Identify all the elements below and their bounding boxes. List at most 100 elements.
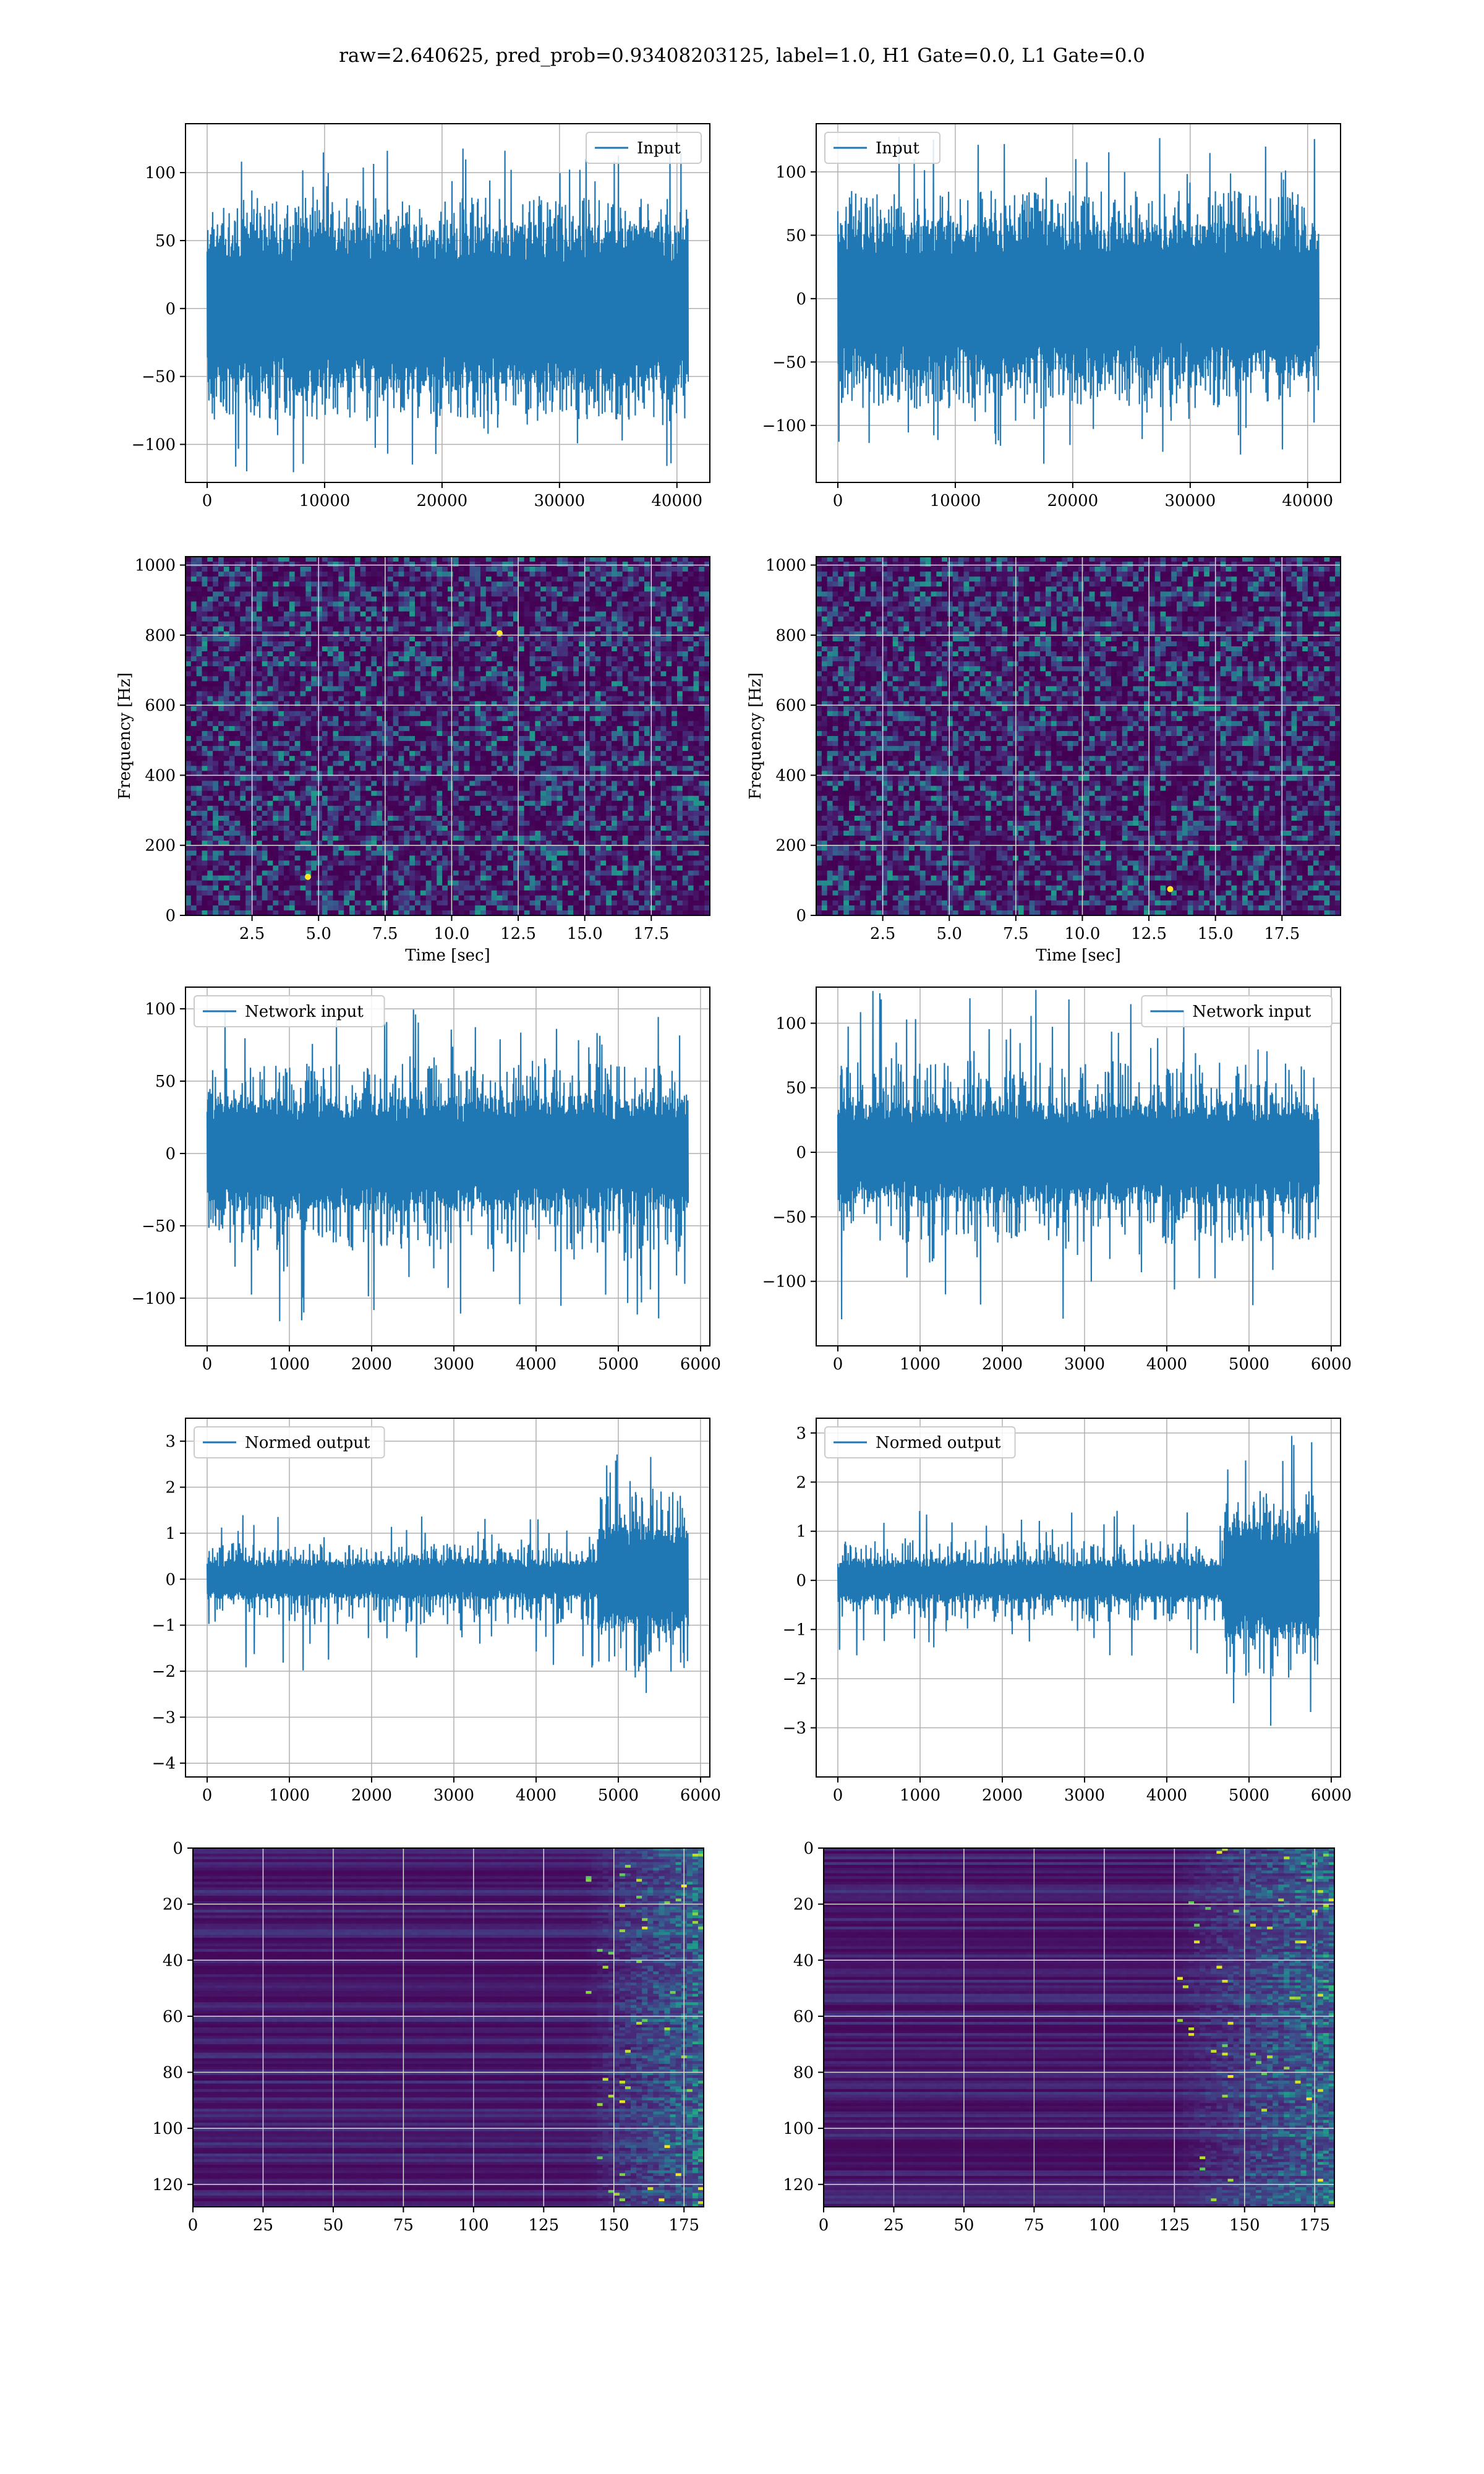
x-tick-label: 5000	[598, 1786, 639, 1805]
x-tick-label: 0	[188, 2216, 198, 2235]
legend-label: Normed output	[876, 1434, 1001, 1452]
y-tick-label: 40	[163, 1951, 183, 1970]
y-tick-label: 1000	[135, 557, 176, 575]
x-tick-label: 17.5	[1264, 925, 1300, 943]
x-tick-label: 125	[1159, 2216, 1190, 2235]
x-tick-label: 5000	[598, 1355, 639, 1374]
x-tick-label: 15.0	[1198, 925, 1234, 943]
y-tick-label: 80	[793, 2064, 814, 2082]
x-tick-label: 10.0	[434, 925, 470, 943]
y-tick-label: 400	[145, 766, 176, 785]
x-tick-label: 0	[819, 2216, 829, 2235]
y-tick-label: 0	[165, 1570, 176, 1589]
y-tick-label: 100	[783, 2120, 814, 2138]
x-tick-label: 4000	[516, 1355, 556, 1374]
legend-label: Normed output	[245, 1434, 370, 1452]
y-tick-label: 50	[155, 232, 176, 250]
y-tick-label: 50	[786, 226, 806, 245]
series-line	[207, 148, 688, 473]
x-tick-label: 5000	[1229, 1786, 1269, 1805]
x-tick-label: 3000	[1064, 1786, 1105, 1805]
panel-l1-normed-output: 0 1000 2000 3000 4000 5000 6000−3−2−10123Norme…	[783, 1418, 1352, 1805]
y-tick-label: −50	[142, 368, 176, 387]
legend: Normed output	[194, 1427, 385, 1458]
x-tick-label: 2.5	[870, 925, 895, 943]
y-tick-label: 3	[796, 1424, 806, 1443]
y-tick-label: 80	[163, 2064, 183, 2082]
y-tick-label: 2	[796, 1473, 806, 1492]
legend: Network input	[1141, 996, 1332, 1027]
x-tick-label: 75	[393, 2216, 414, 2235]
legend-label: Input	[876, 139, 919, 158]
panel-l1-network-input: 0 1000 2000 3000 4000 5000 6000−100−50050100Ne…	[762, 987, 1352, 1374]
series-line	[207, 1455, 688, 1693]
y-tick-label: 100	[145, 1000, 176, 1019]
y-tick-label: 40	[793, 1951, 814, 1970]
y-tick-label: −1	[783, 1621, 806, 1640]
y-axis-label: Frequency [Hz]	[746, 672, 765, 800]
y-tick-label: 0	[796, 907, 806, 925]
x-tick-label: 12.5	[500, 925, 536, 943]
x-tick-label: 1000	[900, 1355, 940, 1374]
x-tick-label: 1000	[269, 1786, 310, 1805]
x-tick-label: 15.0	[567, 925, 603, 943]
y-tick-label: 20	[793, 1896, 814, 1914]
x-tick-label: 1000	[900, 1786, 940, 1805]
x-tick-label: 0	[833, 1786, 843, 1805]
x-tick-label: 6000	[1311, 1786, 1352, 1805]
y-tick-label: −3	[152, 1708, 176, 1727]
heatmap-cells	[186, 557, 710, 916]
x-axis-label: Time [sec]	[1036, 946, 1121, 965]
series-line	[838, 1436, 1319, 1726]
x-tick-label: 1000	[269, 1355, 310, 1374]
y-tick-label: 60	[793, 2008, 814, 2026]
y-tick-label: 120	[783, 2176, 814, 2194]
hot-spot	[1167, 886, 1174, 892]
y-tick-label: 60	[163, 2008, 183, 2026]
x-tick-label: 75	[1024, 2216, 1044, 2235]
series-line	[838, 990, 1319, 1320]
x-tick-label: 2000	[982, 1786, 1023, 1805]
x-tick-label: 100	[1089, 2216, 1120, 2235]
y-tick-label: 0	[796, 1144, 806, 1162]
y-tick-label: 1000	[765, 557, 806, 575]
x-tick-label: 6000	[680, 1786, 721, 1805]
y-tick-label: 800	[145, 627, 176, 645]
panel-h1-spectrogram: 2.5 5.0 7.5 10.0 12.5 15.0 17.5020040060080010…	[116, 557, 710, 965]
legend: Network input	[194, 996, 385, 1027]
x-tick-label: 0	[202, 1355, 213, 1374]
y-tick-label: 600	[775, 696, 806, 715]
y-tick-label: 20	[163, 1896, 183, 1914]
y-tick-label: −100	[132, 435, 176, 454]
legend-label: Network input	[245, 1003, 364, 1021]
y-tick-label: 50	[155, 1072, 176, 1091]
x-tick-label: 175	[668, 2216, 699, 2235]
y-tick-label: 0	[803, 1839, 814, 1858]
y-tick-label: −50	[772, 353, 806, 372]
y-tick-label: 400	[775, 766, 806, 785]
y-tick-label: 600	[145, 696, 176, 715]
y-tick-label: −4	[152, 1755, 176, 1773]
x-tick-label: 3000	[1064, 1355, 1105, 1374]
x-tick-label: 4000	[516, 1786, 556, 1805]
x-tick-label: 0	[833, 492, 843, 510]
x-tick-label: 2000	[351, 1355, 392, 1374]
x-tick-label: 10.0	[1065, 925, 1101, 943]
x-tick-label: 17.5	[633, 925, 669, 943]
y-tick-label: 0	[165, 907, 176, 925]
y-tick-label: 50	[786, 1079, 806, 1098]
x-tick-label: 2000	[351, 1786, 392, 1805]
legend-label: Network input	[1192, 1003, 1311, 1021]
figure-canvas: 0 10000 20000 30000 40000−100−50050100Input …	[0, 0, 1484, 2474]
y-tick-label: 100	[775, 163, 806, 182]
y-tick-label: 100	[145, 164, 176, 182]
x-axis-label: Time [sec]	[405, 946, 490, 965]
x-tick-label: 4000	[1146, 1786, 1187, 1805]
y-tick-label: −2	[152, 1663, 176, 1681]
x-tick-label: 6000	[1311, 1355, 1352, 1374]
y-tick-label: 200	[145, 837, 176, 855]
